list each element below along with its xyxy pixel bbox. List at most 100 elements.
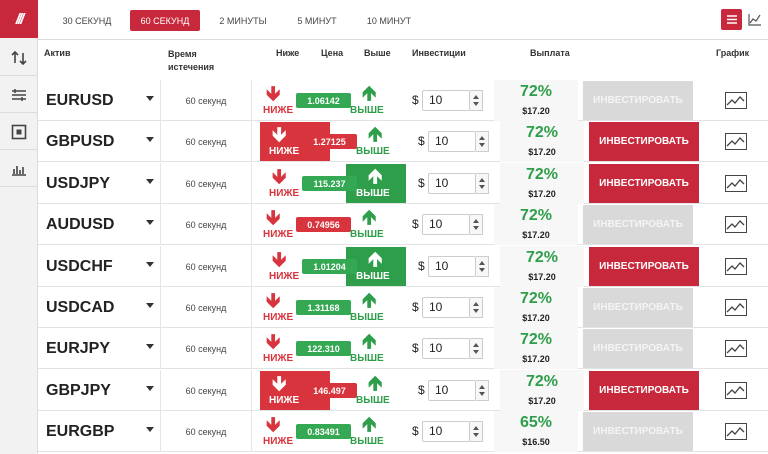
higher-button[interactable]: 🡹 ВЫШЕ xyxy=(340,329,400,368)
amount-stepper[interactable] xyxy=(476,256,489,277)
invest-button[interactable]: ИНВЕСТИРОВАТЬ xyxy=(583,205,693,244)
lower-button[interactable]: 🡻 НИЖЕ xyxy=(254,288,324,327)
higher-button[interactable]: 🡹 ВЫШЕ xyxy=(346,247,406,286)
arrow-up-icon: 🡹 xyxy=(368,124,383,146)
tab-2-minutes[interactable]: 2 МИНУТЫ xyxy=(219,15,267,26)
chart-icon[interactable] xyxy=(725,340,747,357)
higher-button[interactable]: 🡹 ВЫШЕ xyxy=(346,122,406,161)
amount-stepper[interactable] xyxy=(470,421,483,442)
line-chart-icon[interactable] xyxy=(744,9,765,30)
header-price: Цена xyxy=(321,48,344,58)
header-expiry: Время истечения xyxy=(168,49,215,72)
lower-label: НИЖЕ xyxy=(263,353,294,364)
amount-stepper[interactable] xyxy=(476,131,489,152)
header-asset: Актив xyxy=(44,48,71,58)
asset-dropdown-icon[interactable] xyxy=(146,427,154,432)
asset-dropdown-icon[interactable] xyxy=(146,344,154,349)
investment-amount-input[interactable]: 10 xyxy=(428,131,476,152)
lower-label: НИЖЕ xyxy=(263,312,294,323)
higher-button[interactable]: 🡹 ВЫШЕ xyxy=(340,205,400,244)
investment-amount-input[interactable]: 10 xyxy=(422,297,470,318)
payout-percent: 65% xyxy=(519,414,553,431)
higher-button[interactable]: 🡹 ВЫШЕ xyxy=(340,81,400,120)
asset-dropdown-icon[interactable] xyxy=(146,262,154,267)
lower-button[interactable]: 🡻 НИЖЕ xyxy=(260,247,330,286)
invest-button[interactable]: ИНВЕСТИРОВАТЬ xyxy=(589,371,699,410)
brand-logo[interactable]: /// xyxy=(0,0,38,38)
payout-amount: $17.20 xyxy=(522,230,550,240)
currency-symbol: $ xyxy=(412,300,419,314)
chart-icon[interactable] xyxy=(725,382,747,399)
lower-button[interactable]: 🡻 НИЖЕ xyxy=(254,81,324,120)
amount-stepper[interactable] xyxy=(476,173,489,194)
amount-stepper[interactable] xyxy=(470,297,483,318)
chart-icon[interactable] xyxy=(725,92,747,109)
invest-button[interactable]: ИНВЕСТИРОВАТЬ xyxy=(589,164,699,203)
investment-amount-input[interactable]: 10 xyxy=(428,173,476,194)
lower-label: НИЖЕ xyxy=(269,395,300,406)
tab-10-minutes[interactable]: 10 МИНУТ xyxy=(366,15,412,26)
chart-icon[interactable] xyxy=(725,216,747,233)
invest-button[interactable]: ИНВЕСТИРОВАТЬ xyxy=(583,288,693,327)
asset-dropdown-icon[interactable] xyxy=(146,137,154,142)
chart-icon[interactable] xyxy=(725,175,747,192)
currency-symbol: $ xyxy=(412,217,419,231)
lower-button[interactable]: 🡻 НИЖЕ xyxy=(254,412,324,451)
asset-dropdown-icon[interactable] xyxy=(146,220,154,225)
higher-button[interactable]: 🡹 ВЫШЕ xyxy=(346,371,406,410)
asset-dropdown-icon[interactable] xyxy=(146,386,154,391)
amount-stepper[interactable] xyxy=(470,90,483,111)
payout-cell: 65% $16.50 xyxy=(494,411,578,452)
price-badge: 0.74956 xyxy=(296,217,351,232)
investment-amount-input[interactable]: 10 xyxy=(422,90,470,111)
invest-button[interactable]: ИНВЕСТИРОВАТЬ xyxy=(583,81,693,120)
arrow-down-icon: 🡻 xyxy=(266,83,281,105)
bar-chart-icon[interactable] xyxy=(0,151,38,187)
investment-amount-input[interactable]: 10 xyxy=(422,338,470,359)
expiry-tabs-bar: 30 СЕКУНД 60 СЕКУНД 2 МИНУТЫ 5 МИНУТ 10 … xyxy=(38,0,768,40)
lower-button[interactable]: 🡻 НИЖЕ xyxy=(260,164,330,203)
higher-button[interactable]: 🡹 ВЫШЕ xyxy=(340,412,400,451)
lower-label: НИЖЕ xyxy=(263,105,294,116)
asset-row: GBPJPY 60 секунд 🡻 НИЖЕ 🡹 ВЫШЕ 146.497 $… xyxy=(38,370,768,411)
chart-icon[interactable] xyxy=(725,133,747,150)
tab-60-seconds[interactable]: 60 СЕКУНД xyxy=(130,10,200,31)
asset-dropdown-icon[interactable] xyxy=(146,303,154,308)
lower-button[interactable]: 🡻 НИЖЕ xyxy=(254,329,324,368)
chart-icon[interactable] xyxy=(725,423,747,440)
payout-amount: $17.20 xyxy=(528,272,556,282)
asset-row: EURGBP 60 секунд 🡻 НИЖЕ 🡹 ВЫШЕ 0.83491 $… xyxy=(38,411,768,452)
payout-amount: $17.20 xyxy=(522,106,550,116)
chart-icon[interactable] xyxy=(725,299,747,316)
asset-dropdown-icon[interactable] xyxy=(146,96,154,101)
tab-30-seconds[interactable]: 30 СЕКУНД xyxy=(62,15,112,26)
lower-button[interactable]: 🡻 НИЖЕ xyxy=(254,205,324,244)
invest-button[interactable]: ИНВЕСТИРОВАТЬ xyxy=(589,247,699,286)
investment-amount-input[interactable]: 10 xyxy=(428,380,476,401)
price-badge: 1.31168 xyxy=(296,300,351,315)
higher-label: ВЫШЕ xyxy=(350,105,384,116)
investment-amount-input[interactable]: 10 xyxy=(422,421,470,442)
higher-button[interactable]: 🡹 ВЫШЕ xyxy=(340,288,400,327)
amount-stepper[interactable] xyxy=(470,338,483,359)
arrow-down-icon: 🡻 xyxy=(266,414,281,436)
amount-stepper[interactable] xyxy=(470,214,483,235)
amount-stepper[interactable] xyxy=(476,380,489,401)
payout-cell: 72% $17.20 xyxy=(500,163,584,204)
invest-button[interactable]: ИНВЕСТИРОВАТЬ xyxy=(589,122,699,161)
investment-amount-input[interactable]: 10 xyxy=(422,214,470,235)
asset-dropdown-icon[interactable] xyxy=(146,179,154,184)
menu-icon[interactable] xyxy=(721,9,742,30)
square-target-icon[interactable] xyxy=(0,114,38,150)
sliders-icon[interactable] xyxy=(0,77,38,113)
tab-5-minutes[interactable]: 5 МИНУТ xyxy=(297,15,337,26)
chart-icon[interactable] xyxy=(725,258,747,275)
invest-button[interactable]: ИНВЕСТИРОВАТЬ xyxy=(583,329,693,368)
investment-amount-input[interactable]: 10 xyxy=(428,256,476,277)
asset-row: EURJPY 60 секунд 🡻 НИЖЕ 🡹 ВЫШЕ 122.310 $… xyxy=(38,328,768,369)
swap-arrows-icon[interactable] xyxy=(0,40,38,76)
price-badge: 0.83491 xyxy=(296,424,351,439)
asset-row: USDJPY 60 секунд 🡻 НИЖЕ 🡹 ВЫШЕ 115.237 $… xyxy=(38,163,768,204)
invest-button[interactable]: ИНВЕСТИРОВАТЬ xyxy=(583,412,693,451)
arrow-down-icon: 🡻 xyxy=(266,207,281,229)
